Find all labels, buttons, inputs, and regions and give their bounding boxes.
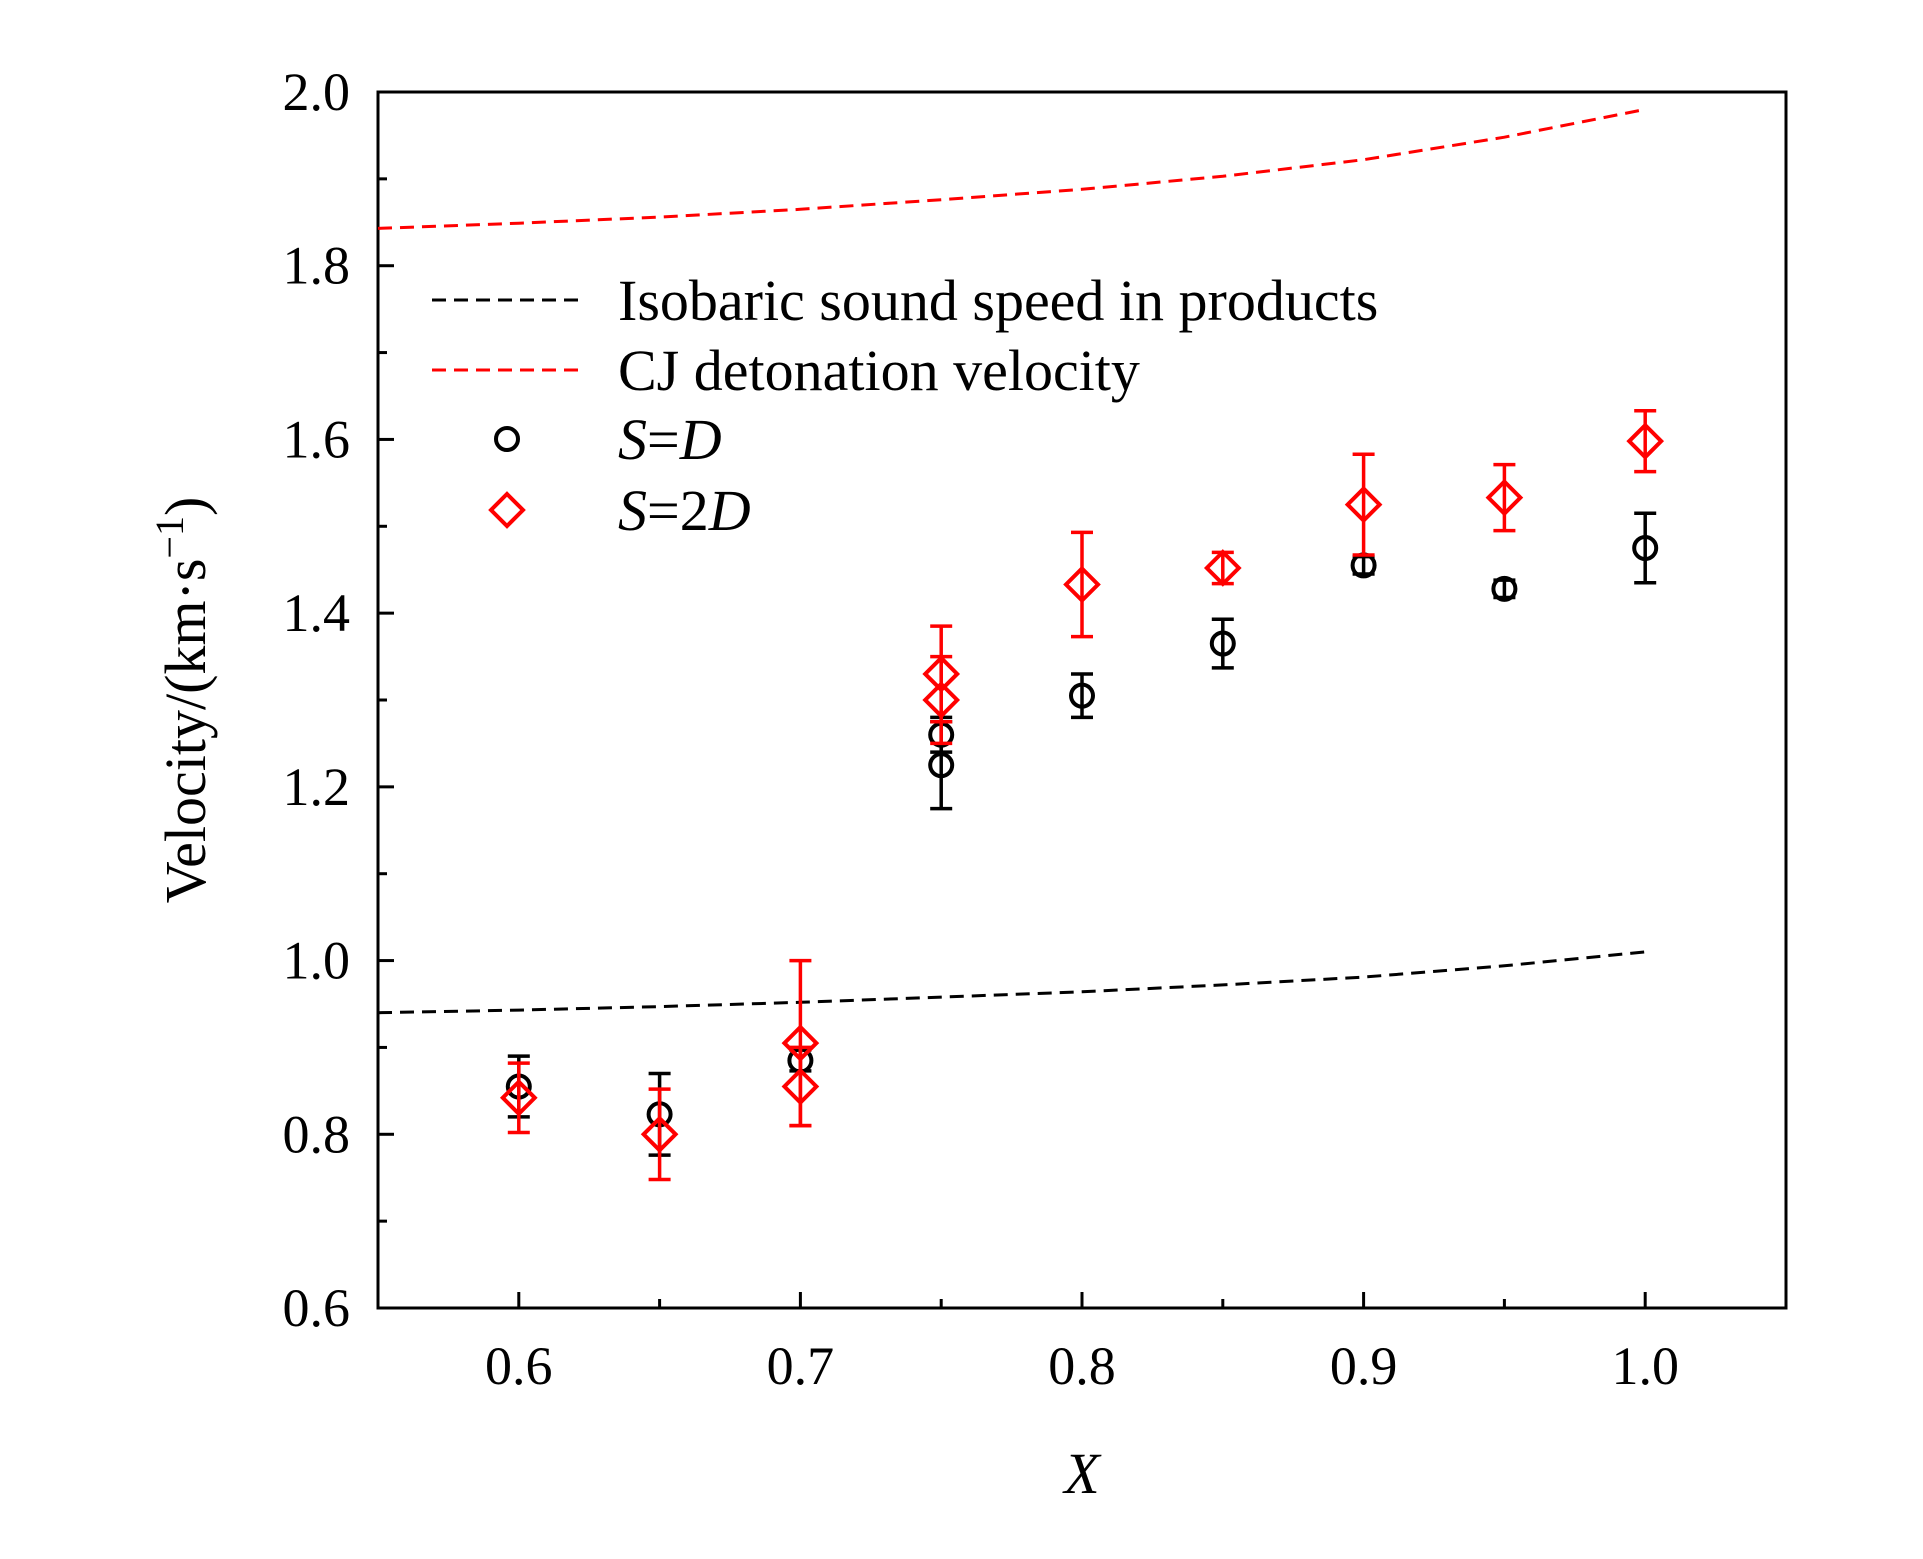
data-point xyxy=(494,426,520,452)
data-point xyxy=(928,752,955,779)
data-point xyxy=(781,1067,820,1106)
y-tick-label: 1.8 xyxy=(283,236,351,296)
y-tick-label: 1.6 xyxy=(283,409,351,469)
y-axis-title-main: Velocity/(km·s xyxy=(153,559,218,904)
x-tick-label: 0.7 xyxy=(767,1336,835,1396)
data-point xyxy=(1203,549,1242,587)
x-tick-label: 0.8 xyxy=(1048,1336,1116,1396)
y-tick-label: 1.4 xyxy=(283,583,351,643)
legend-label-part: D xyxy=(679,407,722,472)
legend-label-part: S xyxy=(618,478,647,543)
data-point xyxy=(922,681,961,719)
data-point xyxy=(488,491,526,529)
data-point xyxy=(1632,535,1659,561)
x-tick-label: 0.9 xyxy=(1330,1336,1398,1396)
data-point xyxy=(1069,682,1095,709)
x-tick-label: 1.0 xyxy=(1611,1336,1679,1396)
x-axis-title: X xyxy=(1062,1441,1102,1506)
legend-label-part: S xyxy=(618,407,647,472)
y-axis-ticks: 0.6 0.8 1.0 1.2 1.4 1.6 1.8 2.0 xyxy=(283,62,394,1338)
data-point xyxy=(1491,575,1518,602)
data-point xyxy=(1209,630,1236,657)
x-tick-label: 0.6 xyxy=(485,1336,553,1396)
legend-label: Isobaric sound speed in products xyxy=(618,268,1378,333)
data-point xyxy=(499,1078,538,1117)
series-line xyxy=(377,107,1646,230)
y-tick-label: 2.0 xyxy=(283,62,351,122)
series-line xyxy=(377,950,1646,1015)
legend-label-part: D xyxy=(708,478,751,543)
y-axis-title: Velocity/(km·s−1) xyxy=(147,497,218,904)
x-axis-ticks: 0.6 0.7 0.8 0.9 1.0 xyxy=(485,1292,1679,1396)
legend-label: CJ detonation velocity xyxy=(618,338,1140,403)
y-tick-label: 1.0 xyxy=(283,931,351,991)
y-tick-label: 0.8 xyxy=(283,1104,351,1164)
y-axis-title-close: ) xyxy=(153,497,218,516)
y-tick-label: 1.2 xyxy=(283,757,351,817)
legend-label: S=2D xyxy=(618,478,751,543)
legend-label-part: =2 xyxy=(647,478,709,543)
y-tick-label: 0.6 xyxy=(283,1278,351,1338)
lines-layer xyxy=(377,107,1646,1015)
points-layer xyxy=(499,409,1665,1182)
data-point xyxy=(1063,565,1101,604)
data-point xyxy=(1485,478,1524,517)
data-point xyxy=(1344,485,1383,524)
data-point xyxy=(640,1115,679,1154)
data-point xyxy=(1626,422,1665,460)
legend-label-part: = xyxy=(647,407,680,472)
legend-label: S=D xyxy=(618,407,722,472)
y-axis-title-exponent: −1 xyxy=(147,516,192,559)
